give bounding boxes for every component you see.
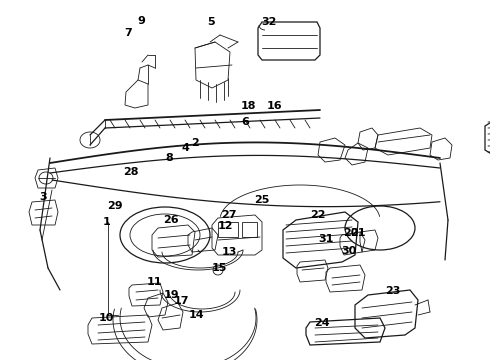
Text: 29: 29 [107,201,123,211]
Text: 25: 25 [254,195,270,205]
Text: 22: 22 [310,210,325,220]
Text: 27: 27 [221,210,237,220]
Text: 6: 6 [241,117,249,127]
Text: 4: 4 [181,143,189,153]
Bar [242,222,257,237]
Text: 32: 32 [261,17,276,27]
Text: 18: 18 [241,101,257,111]
Text: 11: 11 [147,276,162,287]
Text: 13: 13 [221,247,237,257]
Text: 5: 5 [207,17,215,27]
Text: 1: 1 [103,217,111,228]
Text: 28: 28 [123,167,139,177]
Text: 2: 2 [191,138,199,148]
Text: 15: 15 [212,263,227,273]
Text: 21: 21 [350,228,366,238]
Text: 7: 7 [124,28,132,38]
Text: 26: 26 [163,215,178,225]
Text: 17: 17 [173,296,189,306]
Text: 30: 30 [341,246,357,256]
Bar [218,222,238,237]
Text: 8: 8 [165,153,173,163]
Text: 31: 31 [318,234,334,244]
Text: 16: 16 [267,101,282,111]
Text: 24: 24 [315,318,330,328]
Text: 12: 12 [218,221,233,231]
Text: 10: 10 [99,312,115,323]
Text: 19: 19 [164,290,179,300]
Text: 20: 20 [343,228,358,238]
Text: 9: 9 [137,16,145,26]
Text: 14: 14 [188,310,204,320]
Text: 3: 3 [39,192,47,202]
Text: 23: 23 [385,286,401,296]
